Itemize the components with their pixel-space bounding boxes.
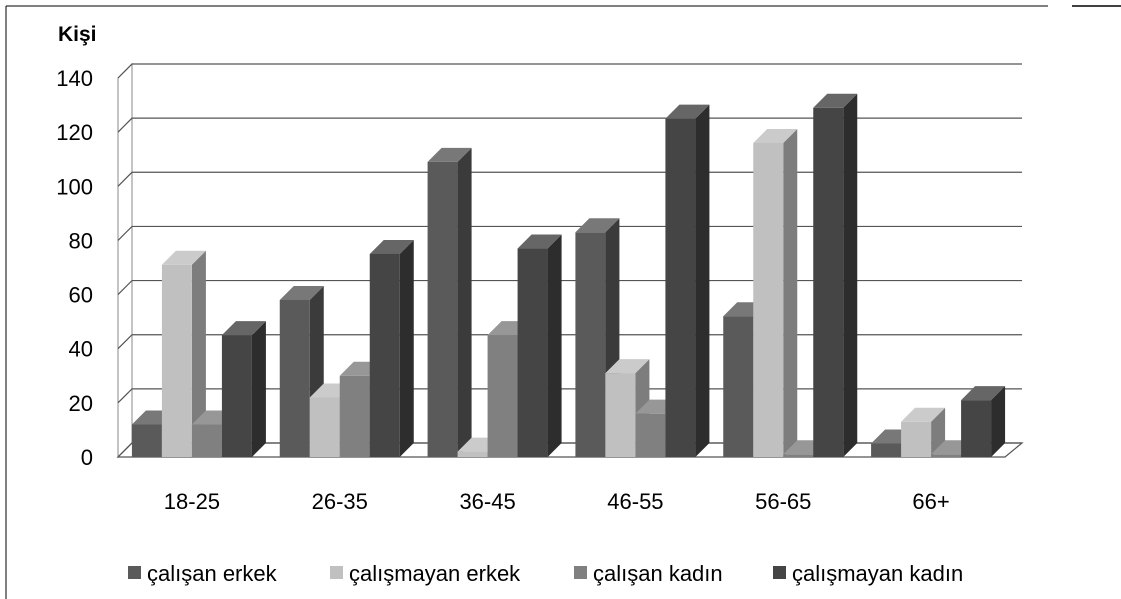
legend-label: çalışmayan erkek [349,561,521,586]
x-tick-label: 46-55 [607,489,663,514]
x-tick-label: 26-35 [312,489,368,514]
bar [369,239,414,457]
legend: çalışan erkek çalışmayan erkek çalışan kad… [128,561,963,586]
gridline [117,117,1022,133]
y-tick-labels: 0 20 40 60 80 100 120 140 [56,66,93,470]
gridline [117,171,1022,187]
y-tick-label: 80 [69,228,93,253]
bar [161,250,206,457]
x-tick-labels: 18-25 26-35 36-45 46-55 56-65 66+ [164,489,950,514]
legend-label: çalışmayan kadın [792,561,963,586]
y-tick-label: 40 [69,337,93,362]
gridline [117,63,1022,79]
bars [131,93,1006,458]
y-tick-label: 60 [69,283,93,308]
y-axis-label: Kişi [58,23,97,46]
y-tick-label: 120 [56,120,93,145]
bar [427,147,472,457]
bar [813,93,858,458]
y-tick-label: 20 [69,391,93,416]
legend-item: çalışmayan kadın [773,561,963,586]
legend-item: çalışan erkek [128,561,278,586]
bar [221,321,266,457]
legend-swatch [574,566,587,579]
bar [517,234,562,457]
x-tick-label: 66+ [912,489,949,514]
x-tick-label: 18-25 [164,489,220,514]
y-tick-label: 0 [81,445,93,470]
gridline [117,279,1022,295]
bar [665,104,710,457]
legend-item: çalışan kadın [574,561,723,586]
gridline [117,225,1022,241]
bar [753,128,798,457]
x-tick-label: 56-65 [755,489,811,514]
side-wall [117,62,133,459]
legend-item: çalışmayan erkek [330,561,521,586]
y-tick-label: 140 [56,66,93,91]
bar [961,386,1006,457]
legend-label: çalışan kadın [593,561,723,586]
legend-label: çalışan erkek [147,561,278,586]
x-tick-label: 36-45 [459,489,515,514]
legend-swatch [773,566,786,579]
y-tick-label: 100 [56,174,93,199]
legend-swatch [128,566,141,579]
legend-swatch [330,566,343,579]
